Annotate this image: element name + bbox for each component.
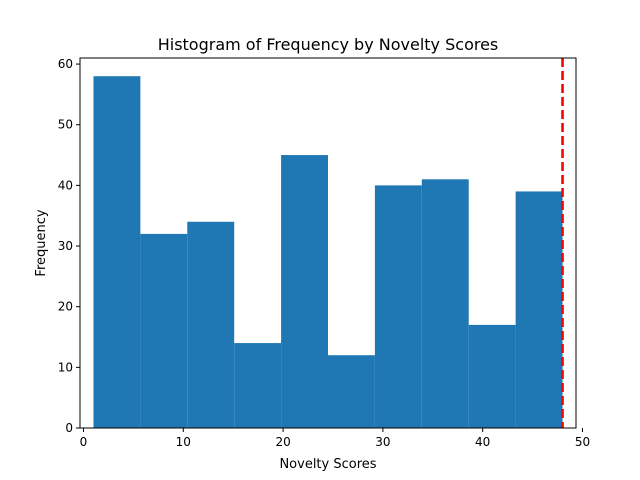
bars-group [93, 76, 563, 429]
y-tick-label: 40 [58, 178, 73, 192]
histogram-bar-9 [468, 324, 516, 428]
histogram-bar-5 [281, 155, 328, 428]
y-tick-label: 20 [58, 300, 73, 314]
x-tick-label: 10 [176, 435, 191, 449]
x-tick-label: 40 [475, 435, 490, 449]
x-axis-ticks: 0 10 20 30 40 50 [80, 428, 590, 449]
histogram-bar-10 [515, 191, 563, 428]
x-tick-label: 30 [375, 435, 390, 449]
y-axis-label: Frequency [34, 209, 49, 276]
histogram-bar-8 [421, 179, 469, 428]
x-axis-label: Novelty Scores [279, 457, 376, 472]
plot-frame [79, 57, 577, 429]
x-tick-label: 20 [275, 435, 290, 449]
x-tick-label: 50 [575, 435, 590, 449]
y-axis-ticks: 0 10 20 30 40 50 60 [58, 57, 80, 435]
histogram-bar-7 [374, 185, 422, 428]
y-tick-label: 10 [58, 360, 73, 374]
y-tick-label: 30 [58, 239, 73, 253]
x-tick-label: 0 [80, 435, 88, 449]
histogram-bar-1 [93, 76, 141, 429]
histogram-bar-3 [187, 221, 235, 428]
histogram-bar-2 [140, 233, 188, 428]
y-tick-label: 50 [58, 118, 73, 132]
chart-title: Histogram of Frequency by Novelty Scores [158, 35, 499, 54]
y-tick-label: 0 [65, 421, 73, 435]
y-tick-label: 60 [58, 57, 73, 71]
histogram-bar-4 [234, 343, 282, 428]
histogram-bar-6 [328, 355, 375, 428]
